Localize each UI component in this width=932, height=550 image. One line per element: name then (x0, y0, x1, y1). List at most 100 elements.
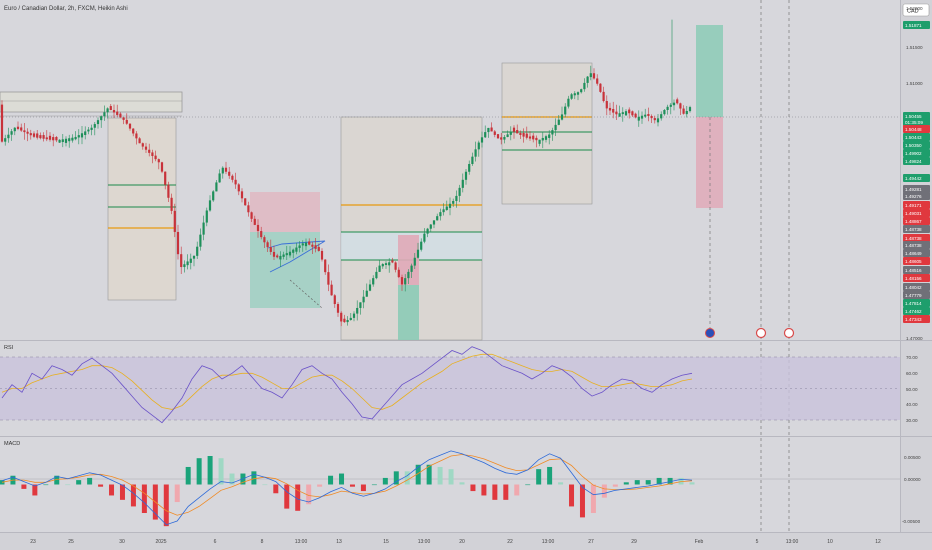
rsi-tick-70: 70.00 (906, 355, 918, 360)
price-tag (903, 241, 930, 249)
candle (250, 212, 253, 219)
candle (61, 139, 64, 143)
rsi-line (1, 346, 693, 424)
candle (624, 111, 628, 116)
drawing-tools[interactable] (0, 0, 900, 532)
event-marker-3[interactable] (783, 327, 795, 339)
macd-histogram-bar (43, 484, 49, 486)
currency-button[interactable]: CAD (902, 3, 930, 17)
price-tag-label: 1.49171 (905, 203, 922, 208)
candle (551, 130, 554, 135)
candle (426, 228, 429, 234)
macd-histogram-bar (547, 466, 553, 485)
event-marker-1[interactable] (705, 328, 715, 338)
candle (333, 295, 336, 305)
macd-histogram-bar (295, 484, 301, 511)
candle (122, 117, 125, 120)
candle (493, 131, 496, 135)
macd-histogram-bar (656, 477, 662, 485)
macd-histogram-bar (393, 471, 399, 485)
time-tick: 29 (631, 539, 637, 545)
candle (55, 137, 58, 141)
time-axis[interactable] (0, 532, 932, 550)
chart-title: Euro / Canadian Dollar, 2h, FXCM, Heikin… (4, 6, 128, 12)
target-zone-3[interactable] (696, 25, 723, 117)
price-tag (903, 307, 930, 315)
candle (208, 200, 212, 211)
candle (23, 130, 26, 133)
macd-histogram-bar (141, 484, 147, 513)
macd-histogram-bar (349, 484, 355, 487)
candle (288, 251, 292, 256)
candle (39, 135, 42, 139)
time-ticks: 23 25 30 2025 6 8 13:00 13 15 13:00 20 22 13:00 27 29 F… (30, 539, 881, 545)
macd-histogram-bar (459, 482, 465, 485)
time-tick: 13:00 (542, 539, 555, 545)
currency-label[interactable]: CAD (907, 9, 919, 15)
range-box-3[interactable] (501, 62, 593, 205)
rsi-tick-50: 50.00 (906, 387, 918, 392)
candle (112, 110, 116, 113)
candle (244, 198, 247, 206)
candle (484, 132, 487, 138)
candle (631, 111, 634, 116)
candle (439, 212, 442, 217)
candle (180, 254, 183, 268)
macd-histogram-bar (109, 484, 115, 496)
candle (455, 195, 458, 201)
price-tag-label: 1.48738 (905, 243, 922, 248)
candle (324, 259, 327, 273)
range-box-1[interactable] (107, 117, 177, 301)
candle (503, 136, 506, 140)
price-tag (903, 118, 930, 126)
rsi-tick-30: 30.00 (906, 418, 918, 423)
candle (423, 233, 426, 242)
candle (663, 109, 666, 115)
macd-histogram-bar (32, 484, 38, 496)
price-tick-1: 1.52000 (906, 6, 923, 11)
candle (253, 218, 256, 225)
note-box[interactable] (0, 91, 183, 113)
time-tick: 6 (214, 539, 217, 545)
time-tick: 2025 (155, 539, 166, 545)
candle (100, 116, 103, 121)
macd-histogram-bar (426, 464, 432, 485)
candle (560, 114, 564, 120)
stop-zone-3[interactable] (696, 117, 723, 208)
candle (144, 146, 148, 150)
candle (679, 103, 682, 109)
candle (7, 134, 10, 139)
candle (608, 107, 612, 111)
price-tag (903, 283, 930, 291)
macd-histogram-bar (54, 475, 60, 485)
candle (279, 255, 282, 260)
candle (218, 173, 221, 183)
candle (506, 134, 509, 137)
candle (474, 149, 477, 157)
macd-histogram-bar (579, 484, 585, 518)
candle (311, 244, 314, 247)
candle (132, 128, 135, 134)
rsi-tick-60: 60.00 (906, 371, 918, 376)
candle (445, 206, 448, 211)
price-tag (903, 217, 930, 225)
candle (407, 271, 410, 279)
price-tag (903, 209, 930, 217)
candle (541, 137, 544, 141)
macd-histogram-bar (590, 484, 596, 513)
candle (266, 242, 269, 248)
stop-zone-1[interactable] (250, 192, 320, 232)
price-tag (903, 291, 930, 299)
stop-zone-2[interactable] (398, 235, 419, 285)
candle (13, 127, 16, 132)
macd-line (1, 450, 693, 526)
target-zone-2[interactable] (398, 285, 419, 340)
macd-tick-zero: 0.00000 (904, 477, 921, 482)
candle (247, 205, 250, 213)
event-marker-2[interactable] (755, 327, 767, 339)
candle (397, 269, 400, 278)
price-tick-3: 1.51000 (906, 81, 923, 86)
candle (429, 224, 432, 229)
macd-histogram-bar (207, 456, 213, 485)
